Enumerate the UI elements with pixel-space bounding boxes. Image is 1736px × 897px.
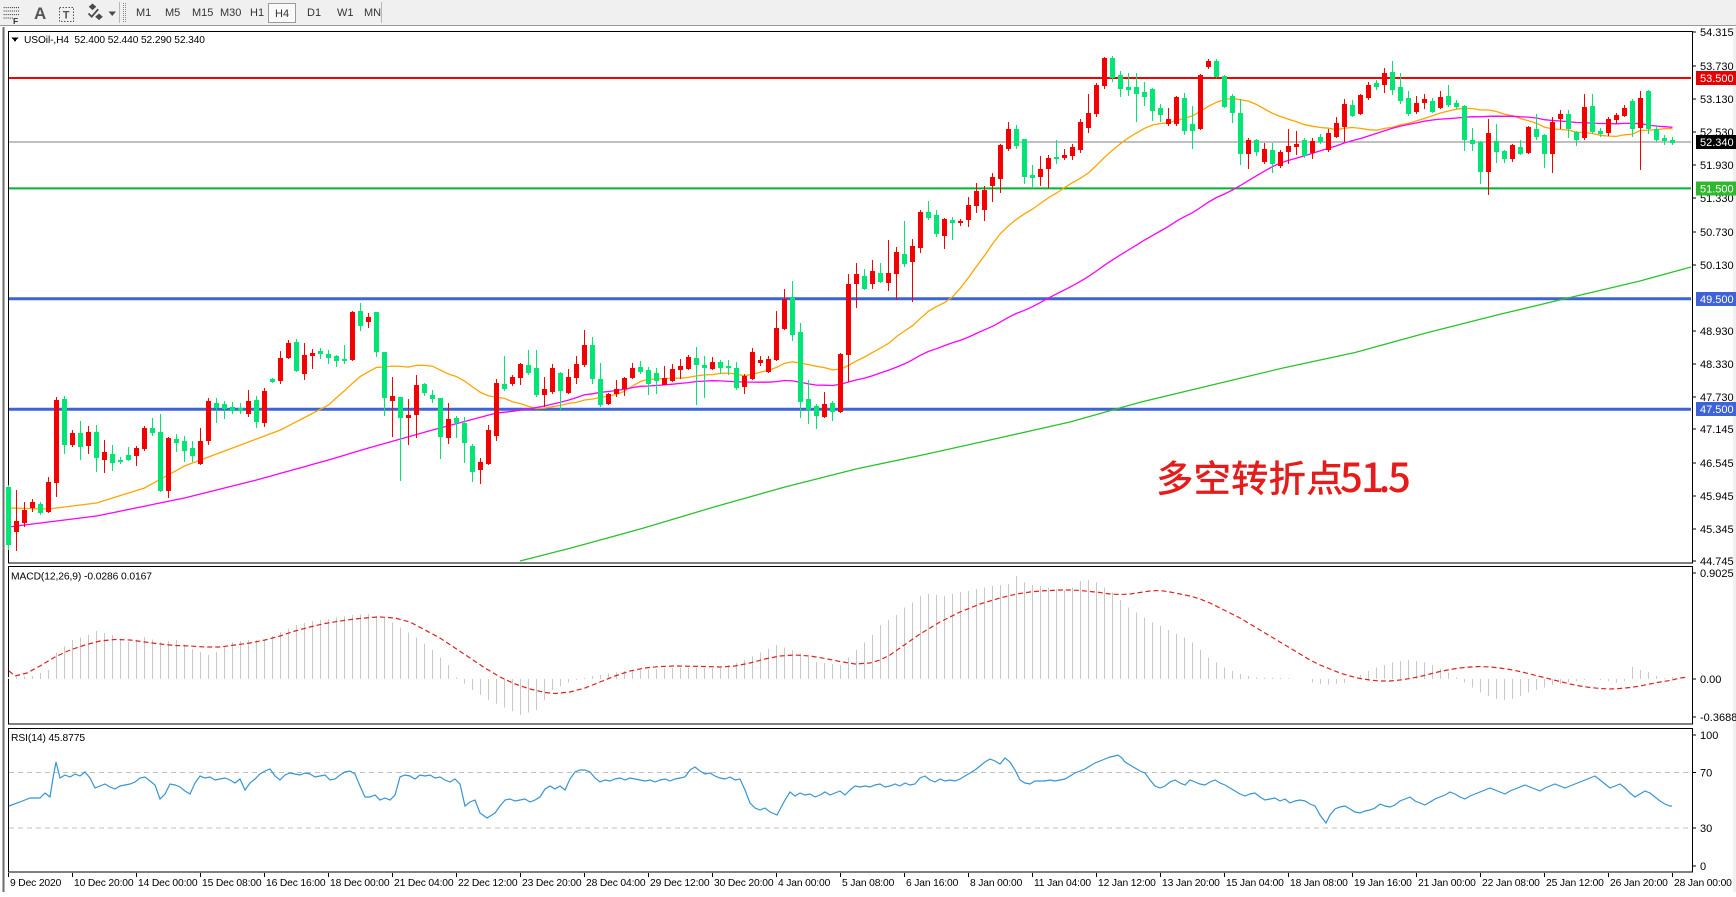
svg-text:-0.3688: -0.3688 [1700, 712, 1736, 724]
svg-text:25 Jan 12:00: 25 Jan 12:00 [1546, 878, 1604, 889]
svg-text:18 Dec 00:00: 18 Dec 00:00 [330, 878, 390, 889]
svg-text:30 Dec 20:00: 30 Dec 20:00 [714, 878, 774, 889]
svg-text:48.330: 48.330 [1700, 359, 1734, 371]
svg-text:5 Jan 08:00: 5 Jan 08:00 [842, 878, 895, 889]
svg-text:MACD(12,26,9) -0.0286 0.0167: MACD(12,26,9) -0.0286 0.0167 [11, 572, 152, 583]
svg-text:4 Jan 00:00: 4 Jan 00:00 [778, 878, 831, 889]
svg-text:47.730: 47.730 [1700, 392, 1734, 404]
svg-text:RSI(14) 45.8775: RSI(14) 45.8775 [11, 733, 85, 744]
svg-text:51.500: 51.500 [1700, 183, 1734, 195]
svg-text:14 Dec 00:00: 14 Dec 00:00 [138, 878, 198, 889]
svg-text:21 Jan 00:00: 21 Jan 00:00 [1418, 878, 1476, 889]
svg-text:53.500: 53.500 [1700, 73, 1734, 85]
svg-text:23 Dec 20:00: 23 Dec 20:00 [522, 878, 582, 889]
svg-text:54.315: 54.315 [1700, 27, 1734, 39]
svg-text:13 Jan 20:00: 13 Jan 20:00 [1162, 878, 1220, 889]
svg-text:100: 100 [1700, 730, 1718, 742]
svg-text:28 Jan 00:00: 28 Jan 00:00 [1674, 878, 1732, 889]
svg-text:44.745: 44.745 [1700, 556, 1734, 568]
svg-text:51.330: 51.330 [1700, 193, 1734, 205]
svg-text:6 Jan 16:00: 6 Jan 16:00 [906, 878, 959, 889]
svg-text:70: 70 [1700, 768, 1712, 780]
svg-text:47.145: 47.145 [1700, 424, 1734, 436]
svg-text:45.945: 45.945 [1700, 491, 1734, 503]
svg-text:50.130: 50.130 [1700, 260, 1734, 272]
svg-text:19 Jan 16:00: 19 Jan 16:00 [1354, 878, 1412, 889]
svg-text:28 Dec 04:00: 28 Dec 04:00 [586, 878, 646, 889]
svg-text:51.930: 51.930 [1700, 160, 1734, 172]
svg-text:18 Jan 08:00: 18 Jan 08:00 [1290, 878, 1348, 889]
svg-text:10 Dec 20:00: 10 Dec 20:00 [74, 878, 134, 889]
svg-text:26 Jan 20:00: 26 Jan 20:00 [1610, 878, 1668, 889]
svg-text:F: F [13, 16, 18, 25]
svg-text:22 Jan 08:00: 22 Jan 08:00 [1482, 878, 1540, 889]
svg-text:49.500: 49.500 [1700, 294, 1734, 306]
svg-text:47.500: 47.500 [1700, 404, 1734, 416]
svg-text:0.9025: 0.9025 [1700, 568, 1734, 580]
svg-text:21 Dec 04:00: 21 Dec 04:00 [394, 878, 454, 889]
svg-text:T: T [63, 10, 70, 22]
svg-text:USOil-,H4 52.400 52.440 52.29: USOil-,H4 52.400 52.440 52.290 52.340 [24, 35, 205, 46]
svg-text:45.345: 45.345 [1700, 524, 1734, 536]
svg-text:29 Dec 12:00: 29 Dec 12:00 [650, 878, 710, 889]
svg-text:48.930: 48.930 [1700, 326, 1734, 338]
svg-text:22 Dec 12:00: 22 Dec 12:00 [458, 878, 518, 889]
svg-text:15 Jan 04:00: 15 Jan 04:00 [1226, 878, 1284, 889]
svg-text:0.00: 0.00 [1700, 674, 1721, 686]
svg-text:15 Dec 08:00: 15 Dec 08:00 [202, 878, 262, 889]
svg-text:46.545: 46.545 [1700, 458, 1734, 470]
svg-text:16 Dec 16:00: 16 Dec 16:00 [266, 878, 326, 889]
svg-text:52.340: 52.340 [1700, 137, 1734, 149]
svg-text:50.730: 50.730 [1700, 227, 1734, 239]
svg-text:8 Jan 00:00: 8 Jan 00:00 [970, 878, 1023, 889]
svg-text:0: 0 [1700, 861, 1706, 873]
svg-text:11 Jan 04:00: 11 Jan 04:00 [1034, 878, 1091, 889]
svg-text:30: 30 [1700, 823, 1712, 835]
svg-text:53.730: 53.730 [1700, 61, 1734, 73]
svg-text:53.130: 53.130 [1700, 94, 1734, 106]
svg-text:9 Dec 2020: 9 Dec 2020 [10, 878, 62, 889]
svg-text:12 Jan 12:00: 12 Jan 12:00 [1098, 878, 1156, 889]
